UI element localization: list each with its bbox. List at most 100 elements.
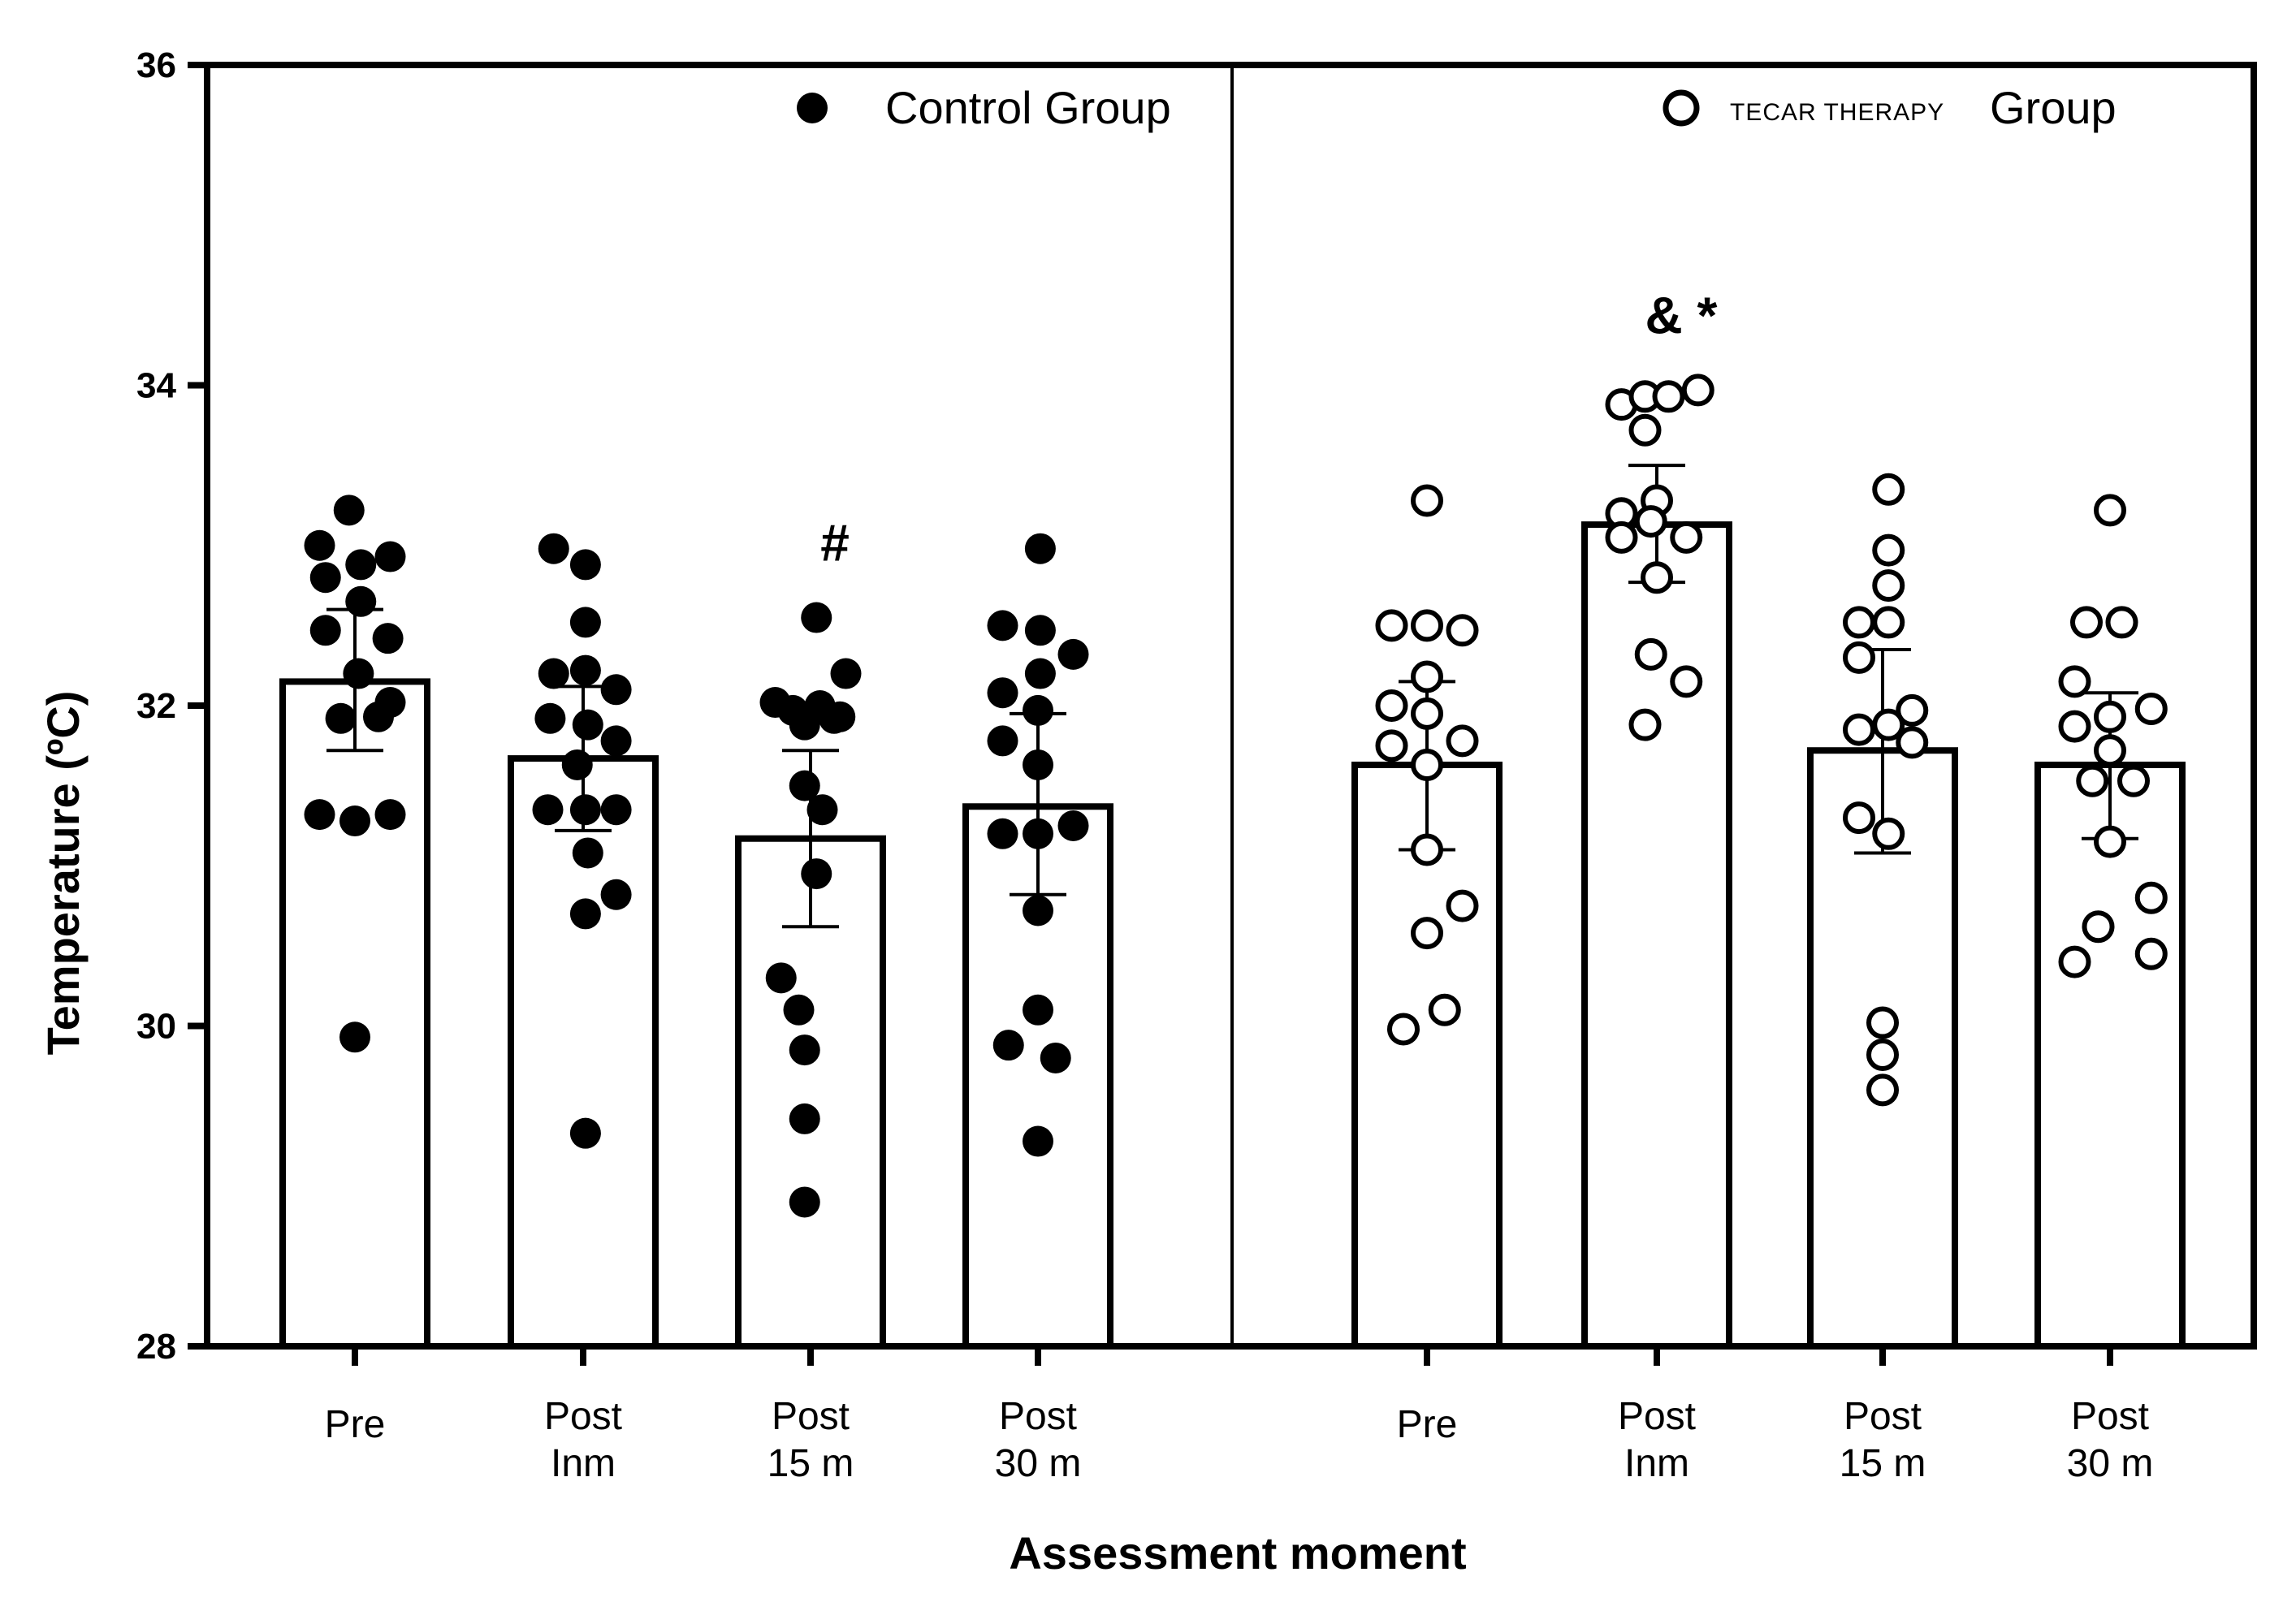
data-point: [374, 687, 406, 719]
legend-tecar-label: Group: [1990, 82, 2117, 133]
data-point: [1641, 561, 1673, 594]
significance-annotation: #: [820, 514, 850, 572]
data-point: [569, 898, 601, 930]
data-point: [569, 1117, 601, 1149]
x-tick-label: Pre: [325, 1403, 386, 1446]
data-point: [1843, 801, 1875, 835]
data-point: [538, 533, 569, 564]
x-axis-title: Assessment moment: [1009, 1527, 1466, 1579]
data-point: [2058, 665, 2091, 698]
data-point: [343, 658, 374, 689]
data-point: [1446, 724, 1479, 758]
data-point: [325, 702, 357, 734]
y-tick-label: 34: [136, 366, 176, 406]
x-tick-label: Inm: [1624, 1442, 1689, 1485]
data-point: [1411, 917, 1443, 950]
data-point: [1872, 606, 1905, 639]
data-point: [1670, 665, 1703, 698]
data-point: [1872, 708, 1905, 741]
data-point: [1023, 818, 1053, 849]
y-tick-label: 36: [136, 45, 176, 85]
y-axis: 28 30 32 34 36: [136, 45, 207, 1367]
data-point: [1387, 1013, 1420, 1046]
data-point: [561, 749, 593, 780]
data-point: [1023, 994, 1053, 1026]
x-tick-label: Post: [544, 1395, 622, 1438]
data-point: [309, 615, 341, 646]
legend-tecar-group: TECAR THERAPY Group: [1663, 82, 2117, 133]
data-point: [1446, 889, 1479, 922]
data-point: [789, 1034, 820, 1066]
data-point: [374, 541, 406, 572]
data-point: [600, 725, 632, 757]
data-point: [2134, 692, 2168, 725]
x-tick-label: Post: [772, 1395, 850, 1438]
data-point: [1652, 380, 1685, 413]
x-tick-label: 30 m: [2067, 1442, 2154, 1485]
data-point: [1023, 895, 1053, 926]
data-point: [1411, 609, 1443, 642]
data-point: [1634, 637, 1667, 671]
data-point: [569, 794, 601, 826]
y-tick-label: 30: [136, 1007, 176, 1047]
data-point: [1411, 748, 1443, 781]
x-tick-label: Inm: [551, 1442, 616, 1485]
data-point: [1375, 729, 1408, 762]
data-point: [1411, 484, 1443, 517]
data-point: [987, 677, 1018, 709]
data-point: [1866, 1073, 1899, 1107]
data-point: [1843, 606, 1875, 639]
data-point: [2094, 734, 2126, 767]
data-point: [1375, 689, 1408, 722]
data-point: [600, 674, 632, 706]
data-point: [1843, 713, 1875, 746]
bars-layer: [279, 521, 2186, 1350]
data-point: [2058, 945, 2091, 978]
x-tick-label: 30 m: [995, 1442, 1082, 1485]
significance-annotation: & *: [1645, 286, 1718, 344]
data-point: [1023, 1125, 1053, 1157]
data-point: [987, 818, 1018, 849]
legend-tecar-small-label: TECAR THERAPY: [1730, 99, 1944, 126]
annotations-layer: # & *: [820, 286, 1717, 572]
data-point: [304, 799, 335, 831]
data-point: [1866, 1039, 1899, 1072]
data-point: [789, 1186, 820, 1218]
data-point: [2094, 700, 2126, 733]
data-point: [1057, 638, 1089, 670]
bar-0-0: [279, 678, 430, 1350]
data-point: [2070, 606, 2103, 639]
data-point: [572, 709, 603, 741]
data-point: [1411, 660, 1443, 693]
data-point: [304, 529, 335, 561]
legend-control-group: Control Group: [797, 82, 1171, 133]
data-point: [569, 654, 601, 686]
data-point: [309, 562, 341, 594]
data-point: [2134, 881, 2168, 914]
data-point: [1872, 569, 1905, 602]
data-point: [345, 585, 377, 617]
data-point: [1872, 817, 1905, 850]
x-tick-label: 15 m: [767, 1442, 854, 1485]
data-point: [1866, 1006, 1899, 1039]
data-point: [2105, 606, 2138, 639]
legend-open-marker: [1663, 89, 1700, 127]
data-point: [992, 1030, 1024, 1061]
x-tick-label: Pre: [1397, 1403, 1458, 1446]
data-point: [339, 805, 370, 837]
data-point: [1605, 520, 1638, 554]
data-point: [1896, 693, 1929, 727]
data-point: [987, 725, 1018, 757]
data-point: [372, 623, 404, 654]
y-tick-label: 28: [136, 1327, 176, 1367]
data-point: [339, 1021, 370, 1053]
data-point: [801, 602, 832, 633]
data-point: [600, 879, 632, 910]
data-point: [1896, 726, 1929, 759]
data-point: [1872, 533, 1905, 567]
data-point: [1040, 1042, 1071, 1073]
data-point: [345, 549, 377, 581]
data-point: [789, 770, 820, 801]
data-point: [569, 607, 601, 638]
